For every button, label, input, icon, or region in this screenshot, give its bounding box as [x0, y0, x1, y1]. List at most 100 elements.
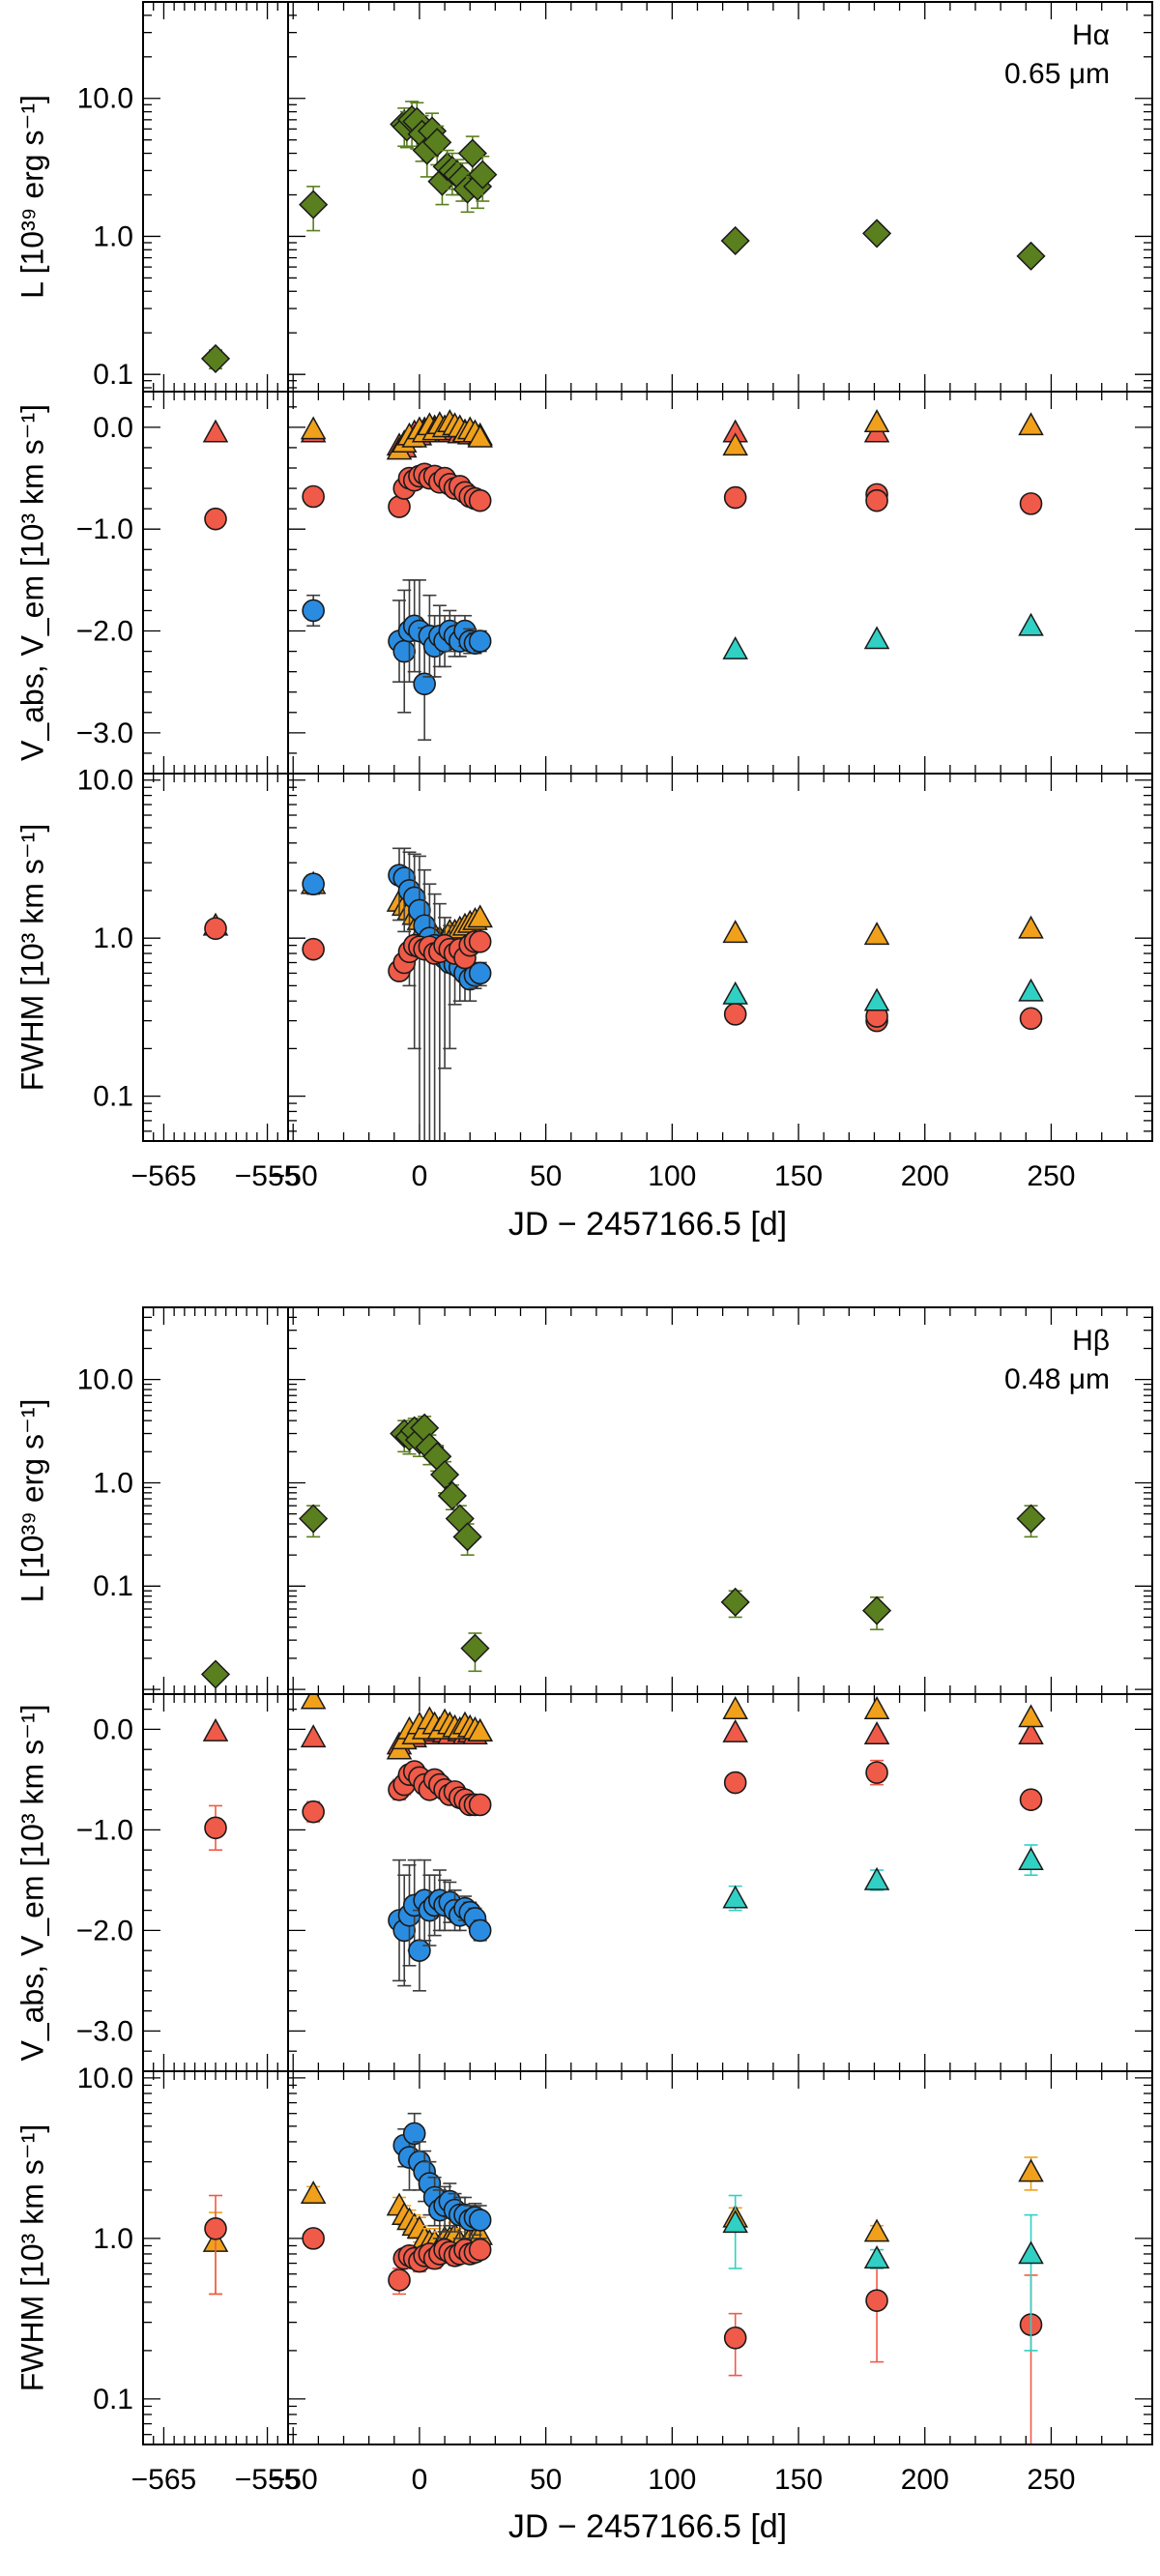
x-tick-label: 200 — [901, 2464, 949, 2496]
data-point — [302, 937, 325, 961]
data-point — [204, 1816, 227, 1840]
series-orange-triangles — [202, 870, 1044, 949]
data-point — [1019, 1007, 1043, 1031]
x-tick-label: −555 — [235, 2464, 301, 2496]
figure-panel-2: 0.1 1.0 10.0 L [10³⁹ erg s⁻¹] 0.0 −1.0 −2.0 −3.… — [14, 1306, 1153, 2545]
y-tick-label: 1.0 — [93, 2223, 133, 2255]
data-point — [200, 1659, 231, 1689]
data-point — [460, 1633, 490, 1663]
x-tick-label: 0 — [412, 2464, 428, 2496]
series-orange-triangles — [300, 1694, 1044, 1760]
wavelength-label: 0.48 μm — [1004, 1363, 1110, 1395]
y-tick-label: −3.0 — [76, 717, 133, 749]
data-point — [204, 507, 227, 531]
y-tick-label: −2.0 — [76, 1915, 133, 1947]
subpanel-3: 0.1 1.0 10.0 FWHM [10³ km s⁻¹] — [14, 2063, 1153, 2445]
data-point — [204, 2216, 227, 2240]
data-point — [302, 2227, 325, 2250]
series-red-triangles — [202, 1715, 1044, 1755]
line-label: Hβ — [1072, 1325, 1110, 1357]
data-point — [863, 1696, 890, 1719]
data-point — [408, 1939, 431, 1962]
data-point — [865, 488, 888, 512]
series-blue-circles — [302, 847, 492, 1141]
series-luminosity — [200, 1413, 1046, 1689]
data-point — [1019, 492, 1043, 515]
series-luminosity — [200, 101, 1046, 373]
data-point — [1018, 612, 1044, 636]
data-point — [862, 219, 892, 249]
y-axis-label: L [10³⁹ erg s⁻¹] — [14, 1399, 49, 1603]
series-group — [200, 101, 1046, 373]
data-point — [300, 1694, 327, 1710]
data-point — [302, 484, 325, 509]
y-tick-label: 0.1 — [93, 2384, 133, 2415]
data-point — [300, 2181, 327, 2204]
y-tick-label: 0.0 — [93, 412, 133, 444]
data-point — [1018, 1847, 1044, 1870]
data-point — [202, 1717, 229, 1742]
data-point — [723, 485, 747, 510]
data-point — [430, 1459, 460, 1490]
series-blue-circles — [302, 579, 492, 742]
data-point — [1018, 1721, 1044, 1744]
data-point — [722, 2210, 748, 2234]
y-tick-label: 10.0 — [77, 765, 133, 797]
series-orange-triangles — [300, 409, 1044, 460]
data-point — [1018, 978, 1044, 1002]
data-point — [720, 1587, 750, 1617]
data-point — [299, 190, 329, 220]
x-tick-label: 250 — [1027, 2464, 1075, 2496]
axes-frame-left — [142, 391, 289, 775]
x-tick-label: 50 — [530, 2464, 562, 2496]
data-point — [402, 2122, 426, 2146]
x-tick-label: 0 — [412, 1160, 428, 1192]
data-point — [468, 961, 492, 985]
x-tick-label: −565 — [131, 1160, 197, 1192]
data-point — [467, 904, 493, 928]
y-tick-label: 0.0 — [93, 1713, 133, 1745]
data-point — [300, 416, 327, 440]
data-point — [468, 2238, 492, 2262]
x-tick-label: 150 — [774, 2464, 823, 2496]
data-point — [722, 1718, 748, 1742]
data-point — [202, 419, 229, 443]
subpanel-2: 0.0 −1.0 −2.0 −3.0 V_abs, V_em [10³ km s⁻¹] — [14, 1693, 1153, 2072]
data-point — [863, 626, 890, 650]
data-point — [467, 424, 493, 448]
data-point — [722, 920, 748, 944]
data-point — [457, 138, 487, 168]
y-axis-label: FWHM [10³ km s⁻¹] — [14, 824, 49, 1091]
series-cyan-triangles — [722, 2194, 1044, 2352]
axes-frame-left — [142, 1, 289, 393]
data-point — [422, 128, 452, 158]
series-blue-circles — [392, 2112, 492, 2239]
data-point — [468, 2209, 492, 2232]
data-point — [468, 160, 498, 190]
data-point — [200, 343, 231, 373]
axes-frame-right — [287, 773, 1153, 1142]
axes-frame-right — [287, 1693, 1153, 2072]
axes-frame-right — [287, 2070, 1153, 2445]
data-point — [302, 1800, 325, 1824]
x-tick-label: 250 — [1027, 1160, 1075, 1192]
x-tick-label: 200 — [901, 1160, 949, 1192]
subpanel-1: 0.1 1.0 10.0 L [10³⁹ erg s⁻¹] — [14, 1306, 1153, 1695]
axes-frame-right — [287, 391, 1153, 775]
line-label: Hα — [1072, 19, 1110, 51]
series-red-circles — [204, 462, 1043, 531]
series-orange-triangles — [202, 2156, 1044, 2296]
series-red-circles — [204, 1759, 1043, 1851]
series-cyan-triangles — [722, 1844, 1044, 1912]
data-point — [467, 1717, 493, 1742]
data-point — [302, 599, 325, 623]
y-tick-label: −1.0 — [76, 513, 133, 545]
data-point — [468, 488, 492, 512]
data-point — [1018, 1704, 1044, 1728]
data-point — [1018, 412, 1044, 436]
data-point — [299, 1504, 329, 1534]
data-point — [392, 639, 417, 663]
x-tick-label: −50 — [269, 1160, 318, 1192]
x-axis-label: JD − 2457166.5 [d] — [508, 2508, 787, 2545]
